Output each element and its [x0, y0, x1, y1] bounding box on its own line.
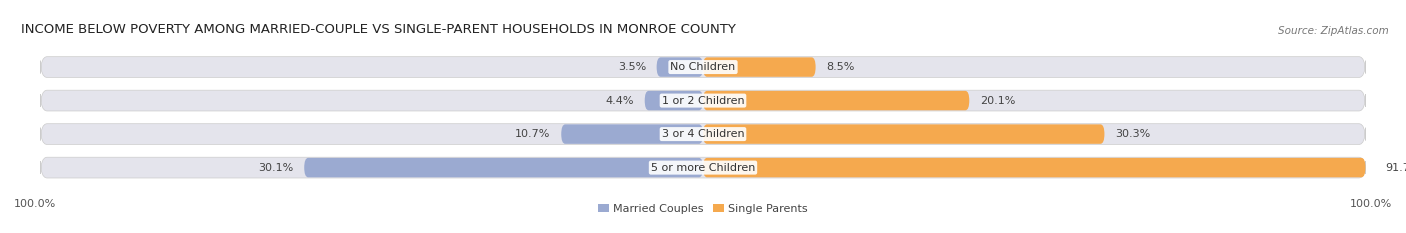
Text: 8.5%: 8.5%	[827, 62, 855, 72]
FancyBboxPatch shape	[645, 91, 703, 110]
Text: 100.0%: 100.0%	[14, 199, 56, 209]
Text: 10.7%: 10.7%	[515, 129, 551, 139]
Text: No Children: No Children	[671, 62, 735, 72]
Legend: Married Couples, Single Parents: Married Couples, Single Parents	[593, 199, 813, 218]
FancyBboxPatch shape	[703, 124, 1105, 144]
Text: 4.4%: 4.4%	[606, 96, 634, 106]
FancyBboxPatch shape	[41, 157, 1365, 178]
Text: 5 or more Children: 5 or more Children	[651, 163, 755, 173]
Text: 3.5%: 3.5%	[617, 62, 645, 72]
Text: 1 or 2 Children: 1 or 2 Children	[662, 96, 744, 106]
FancyBboxPatch shape	[41, 57, 1365, 77]
FancyBboxPatch shape	[703, 158, 1365, 177]
FancyBboxPatch shape	[703, 57, 815, 77]
Text: INCOME BELOW POVERTY AMONG MARRIED-COUPLE VS SINGLE-PARENT HOUSEHOLDS IN MONROE : INCOME BELOW POVERTY AMONG MARRIED-COUPL…	[21, 23, 735, 36]
Text: 30.1%: 30.1%	[259, 163, 294, 173]
FancyBboxPatch shape	[41, 90, 1365, 111]
Text: Source: ZipAtlas.com: Source: ZipAtlas.com	[1278, 26, 1389, 36]
FancyBboxPatch shape	[41, 124, 1365, 144]
FancyBboxPatch shape	[304, 158, 703, 177]
Text: 100.0%: 100.0%	[1350, 199, 1392, 209]
Text: 20.1%: 20.1%	[980, 96, 1015, 106]
FancyBboxPatch shape	[561, 124, 703, 144]
Text: 91.7%: 91.7%	[1385, 163, 1406, 173]
Text: 30.3%: 30.3%	[1115, 129, 1150, 139]
FancyBboxPatch shape	[703, 91, 969, 110]
FancyBboxPatch shape	[657, 57, 703, 77]
Text: 3 or 4 Children: 3 or 4 Children	[662, 129, 744, 139]
